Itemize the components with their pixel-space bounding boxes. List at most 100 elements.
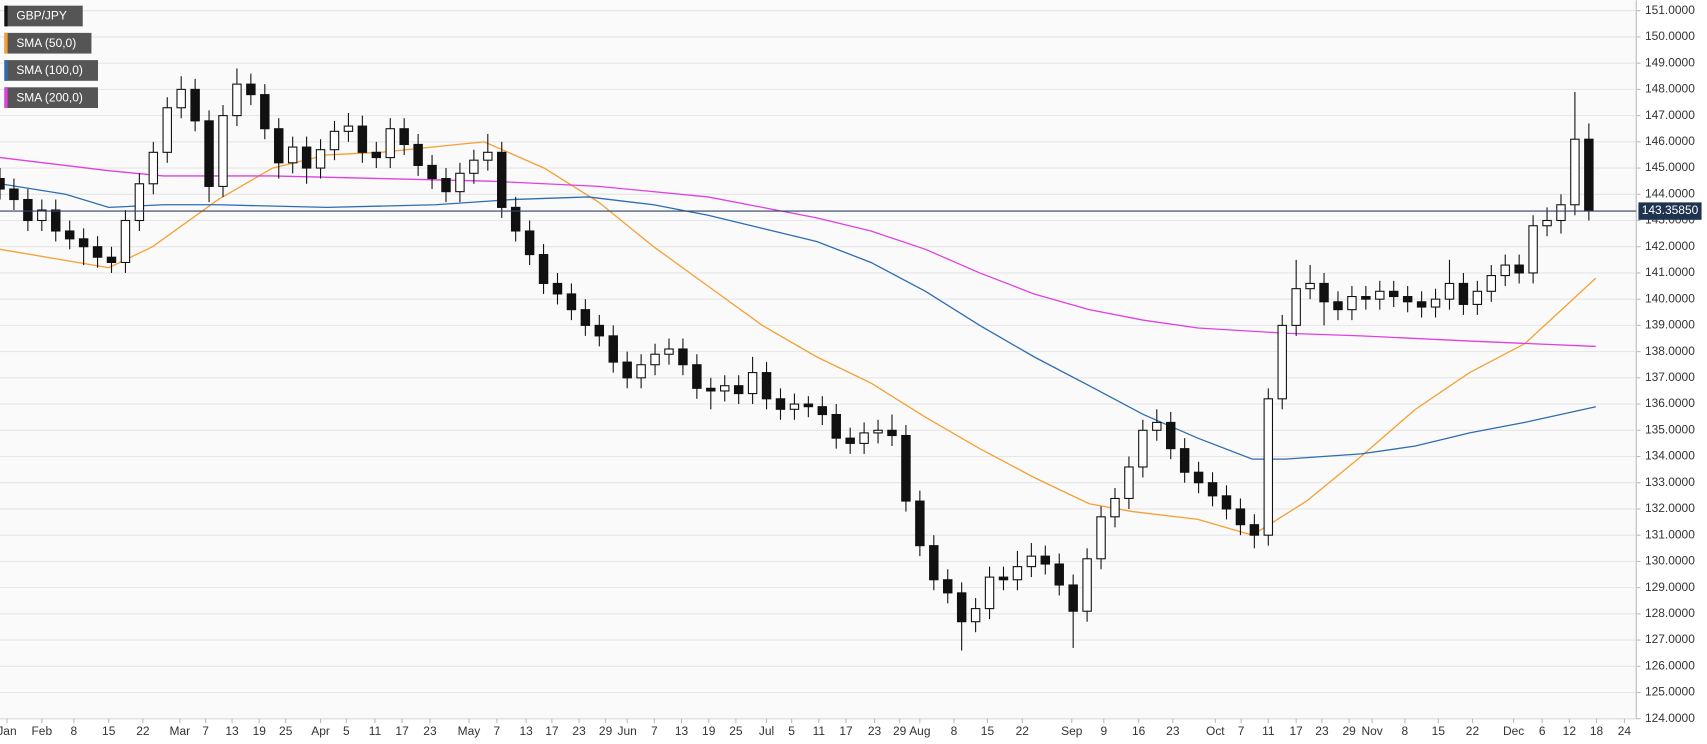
x-tick-label: 8 — [1402, 724, 1409, 738]
y-tick-label: 125.0000 — [1645, 685, 1695, 699]
y-tick-label: 140.0000 — [1645, 291, 1695, 305]
x-tick-label: 11 — [369, 724, 382, 738]
legend-swatch — [4, 87, 8, 109]
candle-body — [274, 128, 284, 164]
y-tick-label: 135.0000 — [1645, 422, 1695, 436]
candle-body — [1416, 301, 1427, 308]
candle-body — [162, 107, 172, 153]
x-tick-label: 7 — [651, 724, 658, 738]
candle-body — [1333, 301, 1343, 311]
x-tick-label: 23 — [1315, 724, 1329, 738]
last-price-label: 143.35850 — [1642, 203, 1699, 217]
y-tick-label: 132.0000 — [1645, 501, 1695, 515]
y-tick-label: 129.0000 — [1645, 580, 1695, 594]
candle-body — [747, 372, 758, 395]
x-tick-label: 24 — [1618, 724, 1632, 738]
candle-body — [1458, 282, 1469, 305]
candle-body — [483, 151, 493, 161]
candle-body — [232, 83, 242, 117]
candle-body — [357, 125, 368, 153]
candle-body — [1263, 398, 1274, 536]
candle-body — [1361, 296, 1371, 300]
x-tick-label: 15 — [981, 724, 995, 738]
candle-body — [650, 353, 660, 366]
candle-body — [1570, 138, 1580, 206]
x-tick-label: 12 — [1563, 724, 1577, 738]
x-tick-label: 18 — [1590, 724, 1604, 738]
candle-body — [1389, 290, 1399, 298]
candle-body — [552, 282, 563, 295]
x-tick-label: Dec — [1503, 724, 1524, 738]
candle-body — [371, 151, 382, 159]
x-tick-label: 19 — [253, 724, 267, 738]
candle-body — [37, 209, 47, 222]
x-tick-label: 22 — [1016, 724, 1030, 738]
x-tick-label: 8 — [951, 724, 958, 738]
candle-body — [64, 230, 75, 240]
candle-body — [775, 398, 786, 410]
candle-body — [1472, 290, 1483, 305]
sma-line — [0, 156, 1596, 348]
candle-body — [1277, 324, 1287, 400]
candle-body — [23, 198, 33, 222]
x-tick-label: Oct — [1206, 724, 1225, 738]
candle-body — [761, 372, 772, 400]
candle-body — [9, 188, 19, 201]
y-tick-label: 137.0000 — [1645, 370, 1695, 384]
x-tick-label: 19 — [702, 724, 716, 738]
candle-body — [148, 151, 159, 185]
candle-body — [538, 254, 549, 284]
y-tick-label: 130.0000 — [1645, 554, 1695, 568]
x-tick-label: 17 — [395, 724, 409, 738]
candle-body — [1556, 204, 1566, 222]
candle-body — [706, 387, 716, 392]
candle-body — [120, 219, 131, 264]
candle-body — [929, 545, 939, 581]
y-tick-label: 126.0000 — [1645, 658, 1695, 672]
candle-body — [510, 206, 521, 232]
candle-body — [1514, 264, 1524, 274]
candle-body — [1305, 282, 1315, 290]
candle-body — [636, 364, 646, 379]
candle-body — [1542, 219, 1552, 227]
candle-body — [1207, 482, 1218, 497]
candle-body — [984, 576, 995, 610]
candle-body — [260, 94, 270, 130]
candle-body — [51, 209, 61, 232]
candle-body — [594, 324, 605, 337]
candle-body — [1124, 466, 1134, 500]
candle-body — [176, 88, 186, 109]
candle-body — [1012, 566, 1023, 581]
x-tick-label: 5 — [788, 724, 795, 738]
candle-body — [92, 246, 103, 258]
legend-box — [4, 87, 98, 109]
y-tick-label: 148.0000 — [1645, 82, 1695, 96]
y-tick-label: 151.0000 — [1645, 3, 1695, 17]
candle-body — [970, 608, 981, 623]
y-tick-label: 149.0000 — [1645, 55, 1695, 69]
x-tick-label: 23 — [572, 724, 586, 738]
sma-line — [0, 183, 1596, 460]
y-tick-label: 124.0000 — [1645, 711, 1695, 725]
x-tick-label: 22 — [136, 724, 150, 738]
candle-body — [1444, 282, 1455, 300]
candle-body — [803, 403, 814, 408]
candle-body — [1110, 497, 1120, 518]
candle-body — [956, 592, 967, 623]
x-tick-label: 15 — [1432, 724, 1446, 738]
x-tick-label: 25 — [729, 724, 743, 738]
candle-body — [455, 172, 465, 193]
y-tick-label: 146.0000 — [1645, 134, 1695, 148]
x-tick-label: Jul — [759, 724, 774, 738]
x-tick-label: Nov — [1361, 724, 1382, 738]
candle-body — [0, 177, 5, 190]
x-tick-label: 7 — [1238, 724, 1245, 738]
candle-body — [1166, 421, 1176, 450]
legend-swatch — [4, 60, 8, 81]
y-tick-label: 144.0000 — [1645, 186, 1695, 200]
candle-body — [580, 309, 591, 326]
x-tick-label: 16 — [1132, 724, 1146, 738]
legend-box — [4, 32, 92, 54]
x-tick-label: Aug — [909, 724, 930, 738]
